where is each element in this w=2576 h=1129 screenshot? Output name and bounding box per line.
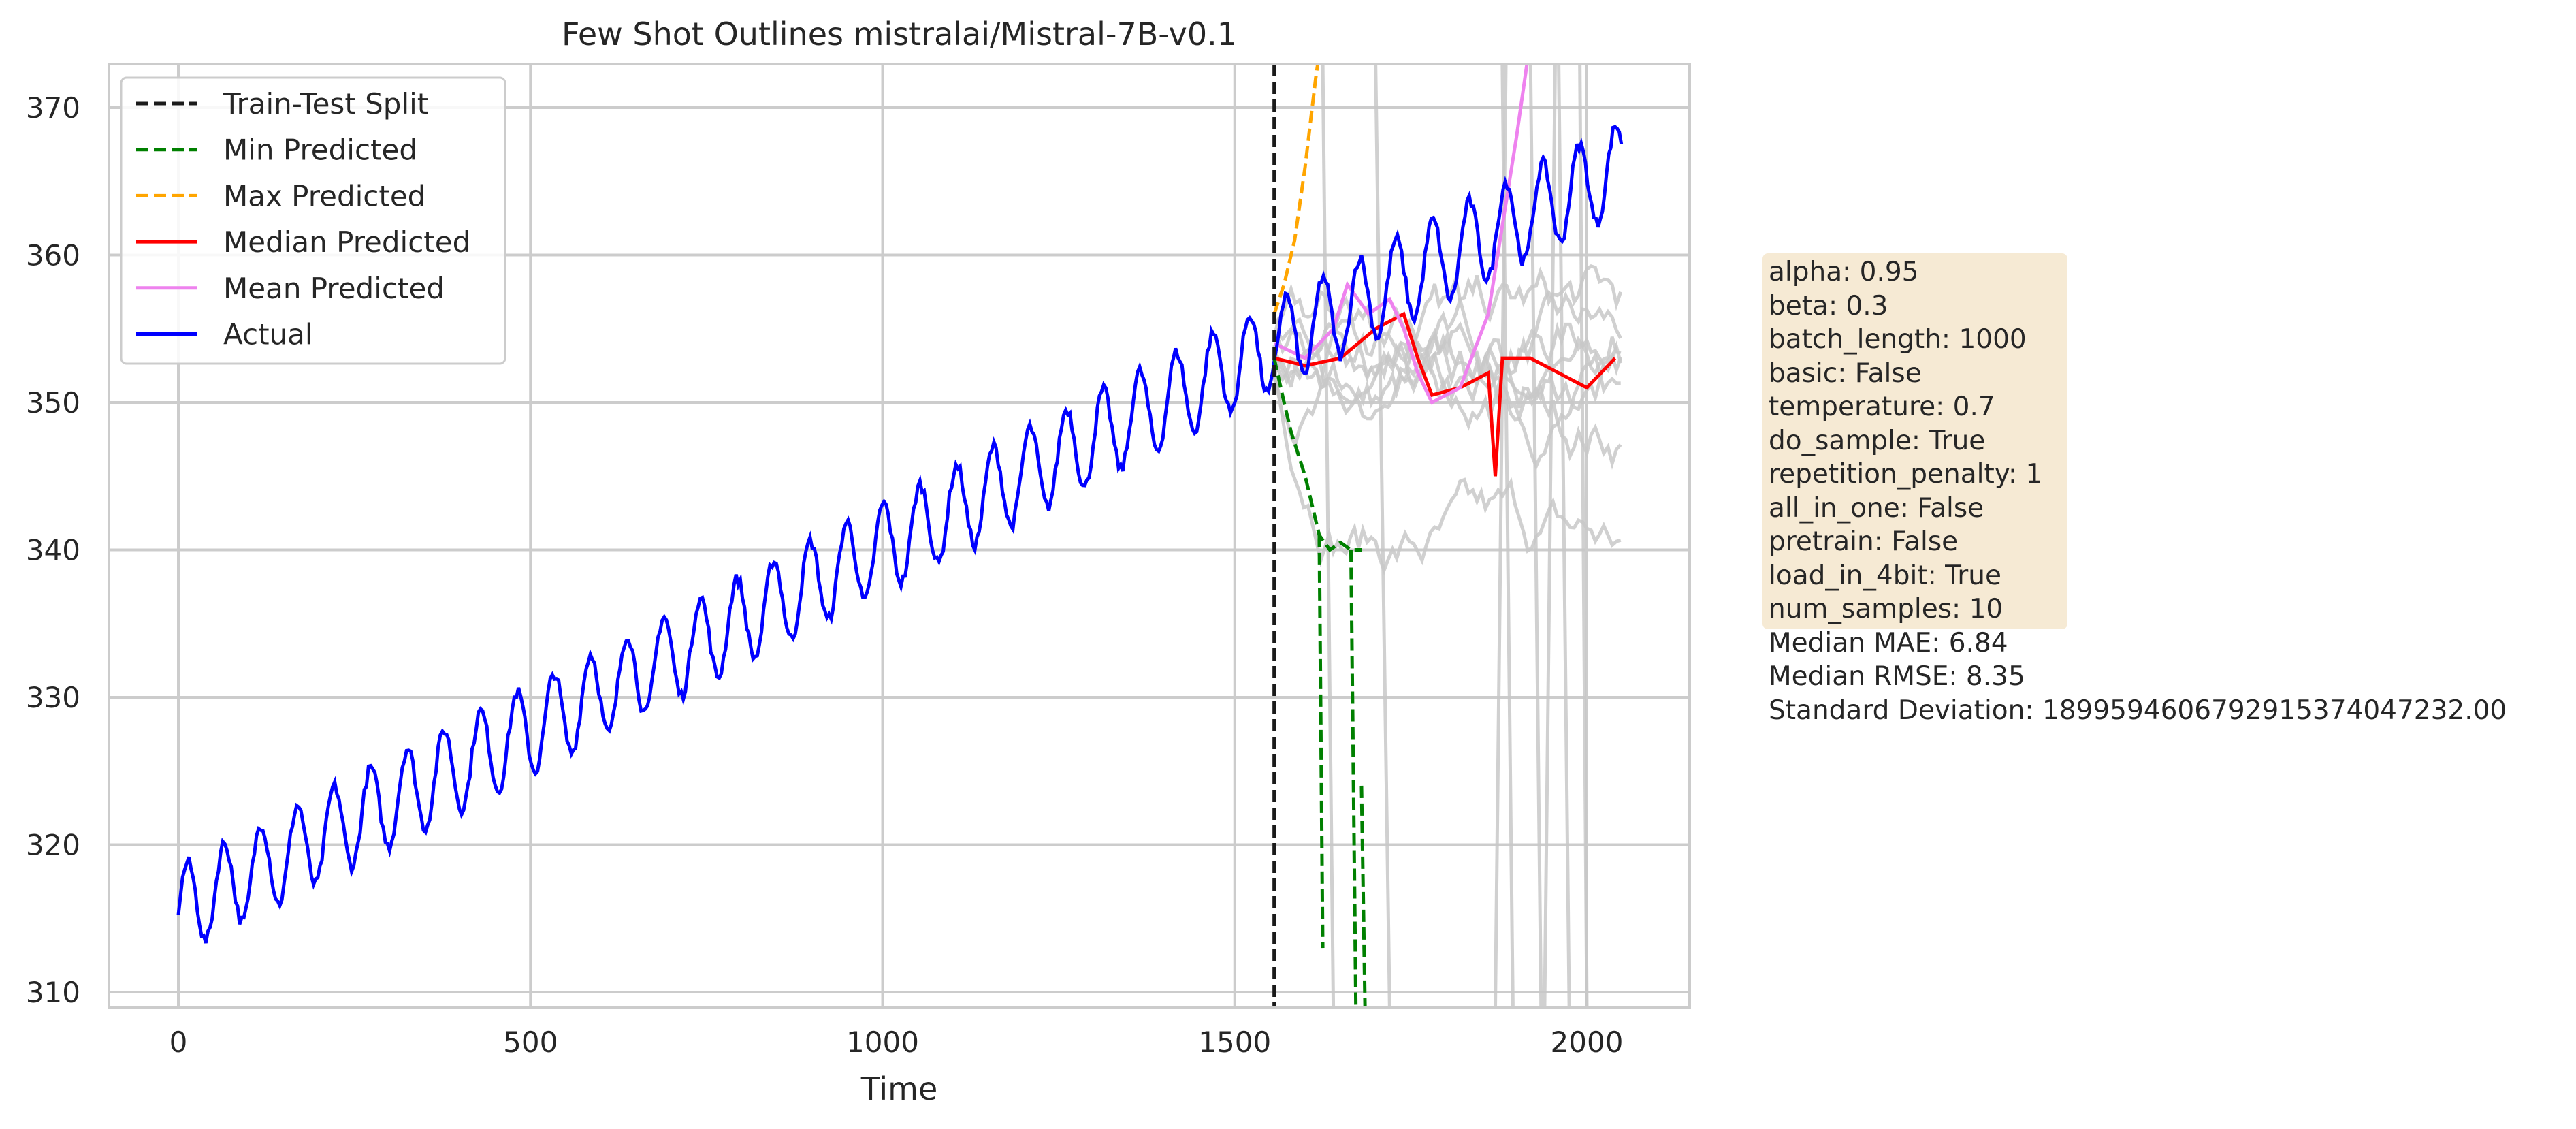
y-tick-labels: 310 320 330 340 350 360 370	[26, 91, 80, 1009]
sample-series-spike	[1374, 64, 1391, 1007]
x-tick-label: 500	[503, 1025, 558, 1059]
sample-series-spike	[1578, 64, 1589, 1007]
legend-label: Median Predicted	[223, 225, 470, 259]
info-line: do_sample: True	[1769, 425, 1986, 456]
info-text: alpha: 0.95 beta: 0.3 batch_length: 1000 ba…	[1769, 255, 2507, 727]
max-predicted-line	[1272, 64, 1320, 315]
mean-predicted-line	[1273, 64, 1529, 405]
info-box	[1762, 253, 2067, 629]
min-predicted-spike	[1359, 785, 1367, 1007]
info-line: Median RMSE: 8.35	[1769, 661, 2025, 692]
y-tick-label: 310	[26, 976, 80, 1009]
info-line: batch_length: 1000	[1769, 324, 2027, 355]
x-tick-label: 1000	[846, 1025, 919, 1059]
sample-series-spike	[1321, 64, 1336, 1007]
chart-title: Few Shot Outlines mistralai/Mistral-7B-v…	[562, 16, 1237, 52]
plot-frame	[108, 63, 1691, 1009]
legend-label: Max Predicted	[223, 179, 425, 212]
min-predicted-spike	[1317, 535, 1325, 949]
min-predicted-spike	[1349, 550, 1358, 1007]
info-line: all_in_one: False	[1769, 492, 1984, 524]
x-tick-label: 0	[170, 1025, 188, 1059]
x-tick-label: 1500	[1198, 1025, 1271, 1059]
y-tick-label: 350	[26, 386, 80, 419]
y-tick-label: 330	[26, 681, 80, 714]
info-line: num_samples: 10	[1769, 594, 2003, 624]
info-line: temperature: 0.7	[1769, 392, 1995, 422]
actual-line	[176, 125, 1624, 944]
y-tick-label: 360	[26, 239, 80, 272]
y-tick-label: 320	[26, 829, 80, 862]
x-axis-label: Time	[860, 1070, 938, 1107]
info-line: beta: 0.3	[1769, 290, 1888, 321]
info-line: repetition_penalty: 1	[1769, 459, 2043, 490]
info-line: alpha: 0.95	[1769, 257, 1919, 287]
legend-label: Actual	[223, 318, 313, 351]
info-line: basic: False	[1769, 357, 1922, 389]
legend-box	[120, 76, 506, 365]
y-tick-label: 340	[26, 534, 80, 567]
x-tick-labels: 0 500 1000 1500 2000	[170, 1025, 1624, 1059]
legend-label: Mean Predicted	[223, 272, 445, 305]
y-tick-label: 370	[26, 91, 80, 125]
x-tick-label: 2000	[1551, 1025, 1624, 1059]
legend-label: Train-Test Split	[223, 87, 428, 121]
legend: Train-Test Split Min Predicted Max Predict…	[120, 76, 506, 365]
info-line: pretrain: False	[1769, 526, 1959, 557]
plot-area	[176, 64, 1624, 1008]
info-line: Standard Deviation: 18995946067929153740…	[1769, 695, 2507, 726]
info-line: load_in_4bit: True	[1769, 560, 2001, 591]
info-line: Median MAE: 6.84	[1769, 627, 2008, 658]
legend-label: Min Predicted	[223, 133, 417, 167]
sample-series-spike	[1557, 64, 1571, 1007]
